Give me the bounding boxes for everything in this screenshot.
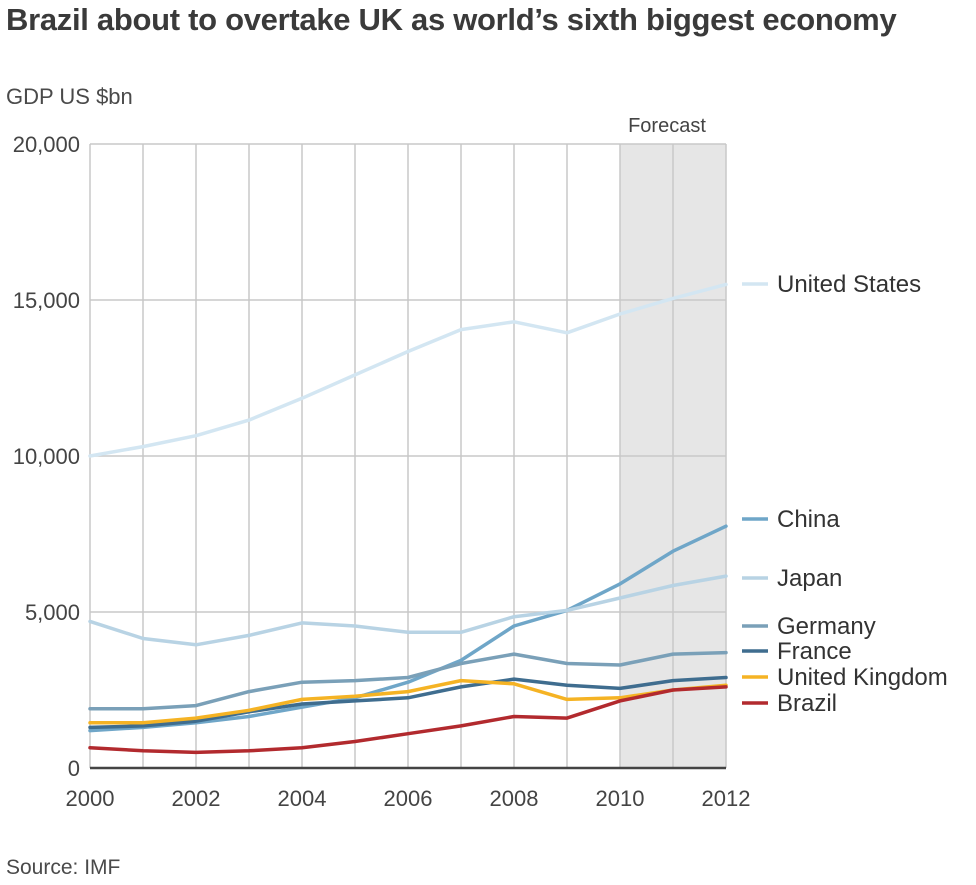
chart-title: Brazil about to overtake UK as world’s s…	[6, 2, 897, 37]
x-tick-label: 2008	[490, 786, 539, 811]
series-line-france	[88, 675, 728, 730]
x-tick-label: 2006	[384, 786, 433, 811]
x-tick-label: 2002	[172, 786, 221, 811]
x-tick-label: 2000	[66, 786, 115, 811]
series-line-united-states	[88, 282, 728, 458]
legend-label-united-kingdom: United Kingdom	[777, 664, 948, 691]
x-tick-label: 2012	[702, 786, 751, 811]
source-note: Source: IMF	[6, 856, 121, 879]
series-line-germany	[88, 650, 728, 711]
y-tick-label: 10,000	[13, 444, 80, 469]
legend-label-united-states: United States	[777, 271, 921, 298]
legend-label-germany: Germany	[777, 613, 876, 640]
series-line-brazil	[88, 685, 728, 755]
legend-label-france: France	[777, 638, 852, 665]
x-tick-label: 2010	[596, 786, 645, 811]
y-tick-label: 20,000	[13, 132, 80, 157]
y-tick-label: 0	[68, 756, 80, 781]
legend-label-china: China	[777, 506, 840, 533]
x-tick-label: 2004	[278, 786, 327, 811]
y-tick-label: 5,000	[25, 600, 80, 625]
y-tick-label: 15,000	[13, 288, 80, 313]
y-axis-label: GDP US $bn	[6, 84, 133, 109]
forecast-label: Forecast	[628, 115, 706, 137]
series-line-japan	[88, 574, 728, 647]
legend-label-brazil: Brazil	[777, 690, 837, 717]
series-line-united-kingdom	[88, 678, 728, 725]
legend-label-japan: Japan	[777, 565, 842, 592]
